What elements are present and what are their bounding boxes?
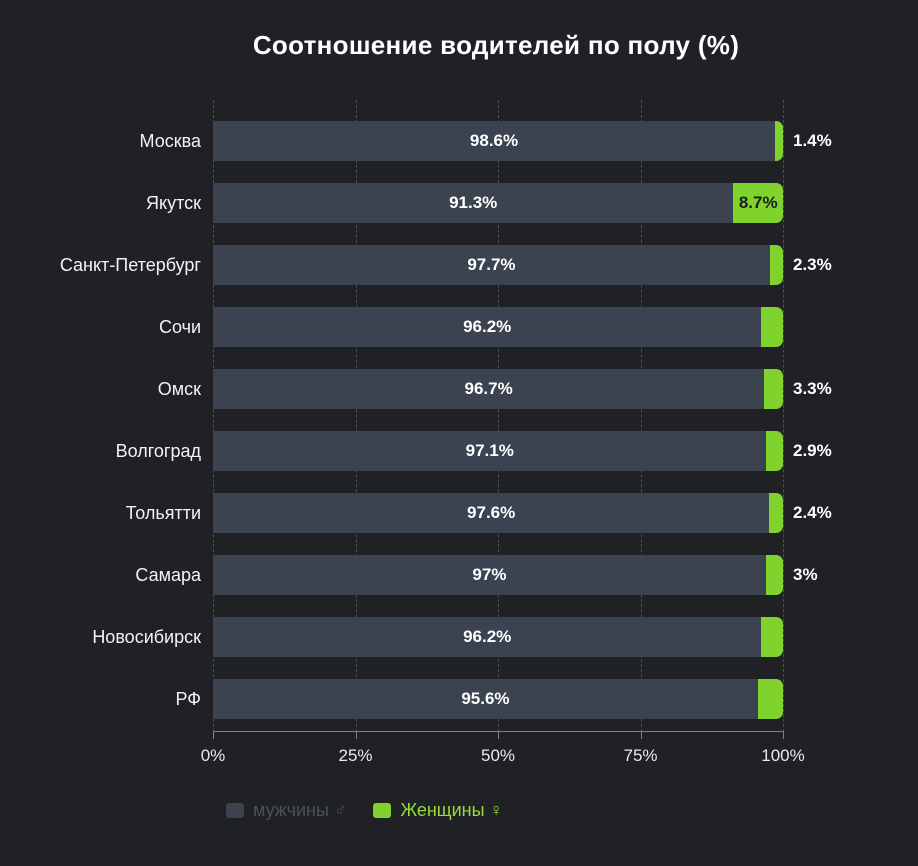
bar-track: 97.7% <box>213 245 783 285</box>
x-axis-line <box>213 731 784 732</box>
gridline <box>498 100 499 732</box>
male-bar-segment: 96.2% <box>213 307 762 347</box>
female-bar-segment <box>769 245 783 285</box>
female-bar-segment <box>764 369 783 409</box>
bar-track: 96.2% <box>213 617 783 657</box>
female-bar-value-outside: 1.4% <box>793 131 832 150</box>
female-bar-value-inside: 8.7% <box>738 193 778 212</box>
bar-track: 96.7% <box>213 369 783 409</box>
x-tick-mark <box>213 732 214 739</box>
category-label: Новосибирск <box>92 627 201 647</box>
female-bar-segment <box>769 493 783 533</box>
male-bar-value: 96.2% <box>463 627 512 646</box>
chart-title: Соотношение водителей по полу (%) <box>252 30 740 60</box>
male-bar-value: 91.3% <box>449 193 498 212</box>
bar-row: Новосибирск 96.2% <box>0 617 918 657</box>
x-tick-label: 100% <box>761 746 805 765</box>
bar-track: 98.6% <box>213 121 783 161</box>
category-label: Якутск <box>146 193 201 213</box>
x-tick-mark <box>355 732 357 739</box>
x-tick-mark <box>640 732 642 739</box>
male-bar-segment: 97.6% <box>213 493 770 533</box>
male-bar-segment: 98.6% <box>213 121 776 161</box>
bar-track: 95.6% <box>213 679 783 719</box>
category-label: Сочи <box>158 317 201 337</box>
male-bar-value: 97% <box>472 565 507 584</box>
category-label: Самара <box>135 565 201 585</box>
x-tick-mark <box>783 732 784 739</box>
men-swatch-icon <box>226 803 244 818</box>
bar-track: 97.1% <box>213 431 783 471</box>
bar-track: 96.2% <box>213 307 783 347</box>
bar-track: 97.6% <box>213 493 783 533</box>
female-bar-segment <box>761 307 783 347</box>
female-bar-segment <box>766 431 783 471</box>
male-bar-value: 98.6% <box>469 131 519 150</box>
female-bar-value-outside: 2.3% <box>793 255 832 274</box>
male-bar-segment: 96.2% <box>213 617 762 657</box>
female-bar-segment: 8.7% <box>733 183 783 223</box>
gridline <box>640 100 642 732</box>
male-bar-value: 97.1% <box>465 441 514 460</box>
bar-row: Волгоград 97.1% 2.9% <box>0 431 918 471</box>
female-bar-segment <box>757 679 783 719</box>
female-bar-value-outside: 3.3% <box>793 379 832 398</box>
male-bar-segment: 96.7% <box>213 369 765 409</box>
gridline <box>355 100 357 732</box>
category-label: Волгоград <box>115 441 201 461</box>
gridline <box>213 100 214 732</box>
women-swatch-icon <box>373 803 392 818</box>
male-bar-segment: 97.1% <box>213 431 767 471</box>
gridline <box>783 100 784 732</box>
bar-row: РФ 95.6% <box>0 679 918 719</box>
male-bar-segment: 95.6% <box>213 679 758 719</box>
bar-row: Якутск 91.3% 8.7% <box>0 183 918 223</box>
bar-row: Самара 97% 3% <box>0 555 918 595</box>
category-label: Тольятти <box>125 503 201 523</box>
female-bar-segment <box>765 555 783 595</box>
x-tick-label: 25% <box>338 746 373 765</box>
female-bar-segment <box>761 617 783 657</box>
male-bar-value: 96.7% <box>464 379 513 398</box>
bar-track: 97% <box>213 555 783 595</box>
category-label: Москва <box>139 131 201 151</box>
x-tick-label: 50% <box>480 746 516 765</box>
female-bar-value-outside: 3% <box>793 565 818 584</box>
male-bar-value: 97.7% <box>467 255 516 274</box>
female-bar-value-outside: 2.9% <box>793 441 832 460</box>
legend-item-women[interactable]: Женщины ♀ <box>373 800 503 821</box>
category-label: Омск <box>157 379 201 399</box>
male-bar-segment: 97.7% <box>213 245 770 285</box>
male-bar-value: 97.6% <box>467 503 516 522</box>
female-bar-segment <box>775 121 783 161</box>
category-label: Санкт-Петербург <box>59 255 201 275</box>
male-bar-segment: 97% <box>213 555 766 595</box>
x-tick-label: 0% <box>200 746 226 765</box>
category-label: РФ <box>175 689 202 709</box>
male-bar-segment: 91.3% <box>213 183 734 223</box>
legend: мужчины ♂ Женщины ♀ <box>226 800 503 821</box>
legend-label-men: мужчины ♂ <box>253 800 348 820</box>
bar-row: Тольятти 97.6% 2.4% <box>0 493 918 533</box>
bar-row: Санкт-Петербург 97.7% 2.3% <box>0 245 918 285</box>
bar-row: Сочи 96.2% <box>0 307 918 347</box>
x-tick-mark <box>498 732 499 739</box>
x-tick-label: 75% <box>623 746 658 765</box>
male-bar-value: 95.6% <box>461 689 510 708</box>
bar-track: 91.3% 8.7% <box>213 183 783 223</box>
legend-label-women: Женщины ♀ <box>400 800 504 820</box>
legend-item-men[interactable]: мужчины ♂ <box>226 800 347 821</box>
male-bar-value: 96.2% <box>463 317 512 336</box>
bar-row: Омск 96.7% 3.3% <box>0 369 918 409</box>
bar-row: Москва 98.6% 1.4% <box>0 121 918 161</box>
female-bar-value-outside: 2.4% <box>793 503 832 522</box>
